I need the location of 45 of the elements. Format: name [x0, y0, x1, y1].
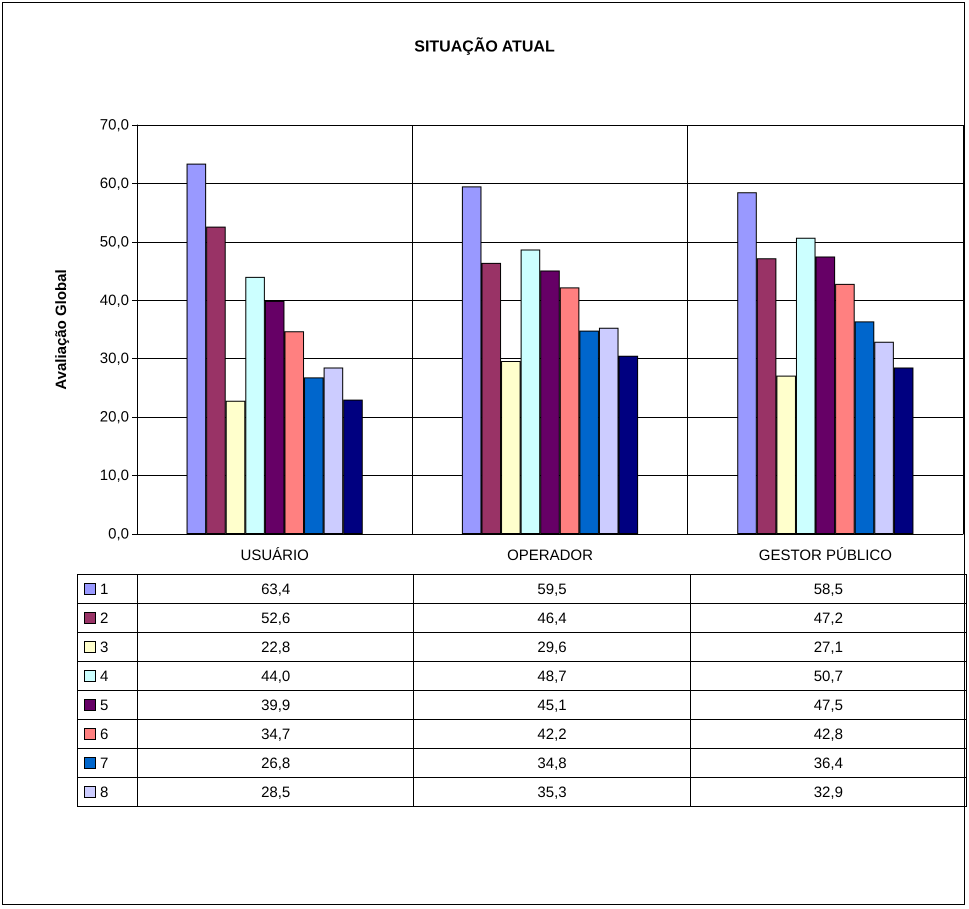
y-tick-label: 20,0 — [100, 408, 129, 426]
y-tick-label: 60,0 — [100, 174, 129, 192]
data-label: 46,4 — [414, 604, 690, 632]
y-tick-label: 50,0 — [100, 233, 129, 250]
data-label: 42,2 — [414, 720, 690, 748]
data-label: 22,8 — [138, 632, 414, 662]
y-tick-label: 0,0 — [108, 526, 129, 542]
data-label: 52,6 — [138, 604, 414, 632]
y-tick-label: 30,0 — [100, 350, 129, 368]
x-tick-label: OPERADOR — [507, 547, 594, 564]
x-tick-label: GESTOR PÚBLICO — [758, 546, 892, 564]
data-label: 47,2 — [690, 604, 966, 632]
data-label: 35,3 — [414, 778, 690, 806]
legend-label: 6 — [78, 720, 138, 748]
data-label: 47,5 — [690, 690, 966, 720]
legend-label: 5 — [78, 690, 138, 720]
x-tick-label: USUÁRIO — [240, 546, 309, 564]
data-label: 44,0 — [138, 662, 414, 690]
data-label: 34,7 — [138, 720, 414, 748]
y-tick-label: 70,0 — [100, 116, 129, 134]
legend-label: 1 — [78, 574, 138, 604]
chart-title: SITUAÇÃO ATUAL — [414, 36, 555, 56]
data-label: 45,1 — [414, 690, 690, 720]
y-tick-label: 40,0 — [100, 292, 129, 309]
data-label: 32,9 — [690, 778, 966, 806]
data-label: 26,8 — [138, 748, 414, 778]
legend-label: 4 — [78, 662, 138, 690]
legend-label: 3 — [78, 632, 138, 662]
data-label: 39,9 — [138, 690, 414, 720]
data-label: 63,4 — [138, 574, 414, 604]
data-label: 34,8 — [414, 748, 690, 778]
legend-label: 2 — [78, 604, 138, 632]
legend-label: 8 — [78, 778, 138, 806]
data-label: 48,7 — [414, 662, 690, 690]
y-axis-title: Avaliação Global — [53, 269, 70, 390]
y-tick-label: 10,0 — [100, 467, 129, 484]
legend-label: 7 — [78, 748, 138, 778]
data-label: 27,1 — [690, 632, 966, 662]
data-label: 42,8 — [690, 720, 966, 748]
data-label: 50,7 — [690, 662, 966, 690]
data-label: 58,5 — [690, 574, 966, 604]
data-label: 59,5 — [414, 574, 690, 604]
data-label: 36,4 — [690, 748, 966, 778]
data-label: 29,6 — [414, 632, 690, 662]
data-label: 28,5 — [138, 778, 414, 806]
